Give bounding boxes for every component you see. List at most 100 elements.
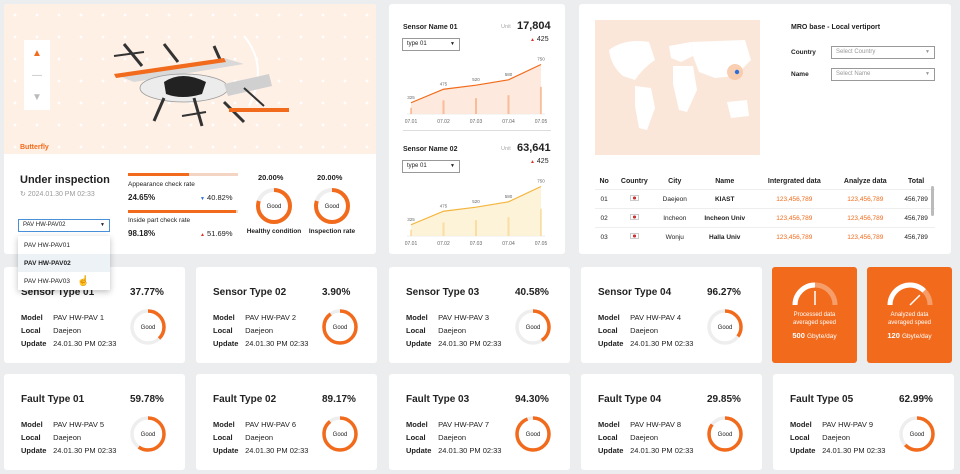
gauge-status: Good: [333, 432, 348, 438]
vehicle-model-select[interactable]: PAV HW-PAV02: [18, 219, 110, 232]
series-line: [410, 185, 542, 226]
sensor-value: 63,641: [517, 142, 551, 154]
gauge-status: Good: [718, 432, 733, 438]
cell-name: Halla Univ: [694, 227, 756, 246]
area-fill: [411, 64, 541, 114]
world-map-graphic: [609, 40, 751, 130]
cell-total: 456,789: [897, 208, 935, 228]
fault-type-details: Model PAV HW-PAV 7 Local Daejeon Update 24…: [406, 418, 501, 457]
fault-type-card[interactable]: Fault Type 03 94.30% Model PAV HW-PAV 7 Loc…: [389, 374, 570, 470]
gauge-arc: [130, 309, 166, 345]
update-value: 24.01.30 PM 02:33: [53, 446, 117, 455]
speed-value: 500 Gbyte/day: [772, 331, 857, 340]
evtol-aircraft-illustration: [113, 35, 289, 127]
table-scrollbar[interactable]: [931, 186, 934, 216]
speed-label-line1: Processed data: [793, 312, 836, 318]
status-gauge: Good: [899, 416, 935, 452]
chart-bar: [540, 86, 542, 114]
arrow-up-button[interactable]: ▲: [24, 40, 50, 66]
sensor-unit: Unit: [501, 146, 511, 152]
speed-card[interactable]: Analyzed data averaged speed 120 Gbyte/day: [867, 267, 952, 363]
update-value: 24.01.30 PM 02:33: [630, 339, 694, 348]
speed-label: Processed data averaged speed: [772, 311, 857, 327]
sensor-type-select[interactable]: type 01: [402, 160, 460, 173]
column-header: Analyze data: [843, 178, 887, 185]
name-select[interactable]: Select Name: [831, 68, 935, 81]
sensor-line-chart: 325 07.01 475 07.02 520 07.03 580 07.04 750 07.05: [405, 57, 548, 126]
arrow-down-button[interactable]: ▼: [24, 84, 50, 110]
fault-type-name: Fault Type 02: [213, 394, 277, 405]
sensor-type-card[interactable]: Sensor Type 04 96.27% Model PAV HW-PAV 4 Lo…: [581, 267, 762, 363]
speed-number: 120: [887, 331, 900, 340]
fault-type-details: Model PAV HW-PAV 9 Local Daejeon Update 24…: [790, 418, 885, 457]
cell-analyze: 123,456,789: [833, 189, 898, 209]
table-row[interactable]: 02 Incheon Incheon Univ 123,456,789 123,…: [595, 208, 935, 228]
dropdown-option[interactable]: PAV HW-PAV03: [24, 278, 70, 285]
gauge-status: Good: [718, 325, 733, 331]
sensor-type-name: Sensor Type 02: [213, 287, 287, 298]
gauge-arc: [707, 309, 743, 345]
status-gauge: Good: [322, 416, 358, 452]
speed-card[interactable]: Processed data averaged speed 500 Gbyte/da…: [772, 267, 857, 363]
cell-total: 456,789: [897, 189, 935, 209]
data-label: 520: [472, 199, 480, 204]
status-gauge: Good: [130, 416, 166, 452]
local-label: Local: [406, 433, 426, 442]
model-label: Model: [21, 313, 43, 322]
cell-total: 456,789: [897, 227, 935, 246]
status-gauge: Good: [130, 309, 166, 345]
update-value: 24.01.30 PM 02:33: [630, 446, 694, 455]
healthy-percent: 20.00%: [258, 173, 284, 182]
update-value: 24.01.30 PM 02:33: [53, 339, 117, 348]
cell-name: KIAST: [694, 189, 756, 209]
table-row[interactable]: 03 Wonju Halla Univ 123,456,789 123,456,…: [595, 227, 935, 246]
fault-type-card[interactable]: Fault Type 02 89.17% Model PAV HW-PAV 6 Loc…: [196, 374, 377, 470]
chart-bar: [507, 95, 510, 114]
model-value: PAV HW-PAV 6: [245, 420, 297, 429]
cell-name: Incheon Univ: [694, 208, 756, 228]
local-label: Local: [598, 326, 618, 335]
speedometer-icon: [792, 282, 838, 306]
model-value: PAV HW-PAV 9: [822, 420, 874, 429]
inside-label: Inside part check rate: [128, 217, 191, 224]
model-label: Model: [790, 420, 812, 429]
fault-type-details: Model PAV HW-PAV 5 Local Daejeon Update 24…: [21, 418, 116, 457]
dropdown-option-selected[interactable]: PAV HW-PAV02: [18, 254, 110, 272]
gauge-status: Good: [267, 204, 282, 210]
world-map[interactable]: [595, 20, 760, 155]
local-label: Local: [213, 433, 233, 442]
mro-table: No Country City Name Intergrated data An…: [595, 174, 935, 246]
data-label: 580: [505, 72, 513, 77]
dropdown-option[interactable]: PAV HW-PAV01: [24, 242, 70, 249]
model-value: PAV HW-PAV 4: [630, 313, 682, 322]
speed-label-line1: Analyzed data: [890, 312, 929, 318]
cell-city: Wonju: [655, 227, 695, 246]
column-header: City: [668, 178, 682, 185]
speed-needle: [909, 294, 921, 306]
x-tick-label: 07.05: [535, 241, 548, 247]
fault-type-card[interactable]: Fault Type 05 62.99% Model PAV HW-PAV 9 Loc…: [773, 374, 954, 470]
sensor-type-card[interactable]: Sensor Type 03 40.58% Model PAV HW-PAV 3 Lo…: [389, 267, 570, 363]
local-value: Daejeon: [53, 433, 82, 442]
name-label: Name: [791, 71, 809, 78]
vehicle-name-tag: Butterfly: [20, 144, 49, 151]
appearance-value: 24.65%: [128, 193, 156, 202]
cell-integrated: 123,456,789: [755, 227, 834, 246]
fault-type-card[interactable]: Fault Type 04 29.85% Model PAV HW-PAV 8 Loc…: [581, 374, 762, 470]
minus-button[interactable]: —: [24, 62, 50, 88]
update-value: 24.01.30 PM 02:33: [822, 446, 886, 455]
local-label: Local: [21, 433, 41, 442]
sensor-type-name: Sensor Type 03: [406, 287, 480, 298]
sensor-type-card[interactable]: Sensor Type 02 3.90% Model PAV HW-PAV 2 Loc…: [196, 267, 377, 363]
table-row[interactable]: 01 Daejeon KIAST 123,456,789 123,456,789…: [595, 189, 935, 209]
country-select[interactable]: Select Country: [831, 46, 935, 59]
model-label: Model: [213, 420, 235, 429]
chart-bar: [475, 98, 477, 114]
refresh-icon[interactable]: ↻: [20, 191, 26, 198]
gauge-arc: [515, 416, 551, 452]
status-timestamp: ↻ 2024.01.30 PM 02:33: [20, 190, 95, 198]
sensor-type-select[interactable]: type 01: [402, 38, 460, 51]
chart-bar: [442, 222, 445, 236]
model-value: PAV HW-PAV 5: [53, 420, 105, 429]
fault-type-card[interactable]: Fault Type 01 59.78% Model PAV HW-PAV 5 Loc…: [4, 374, 185, 470]
